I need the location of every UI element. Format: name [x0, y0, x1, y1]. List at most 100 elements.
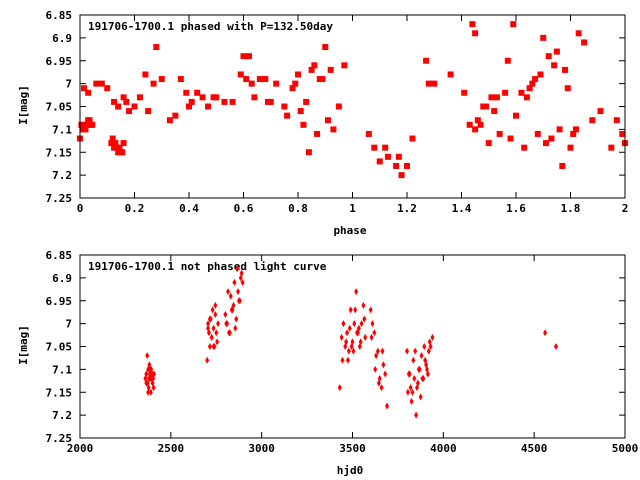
data-point	[410, 388, 415, 396]
data-point	[111, 98, 118, 105]
data-point	[311, 62, 318, 69]
x-tick-label: 1.4	[452, 202, 472, 215]
panel-2-frame	[79, 254, 626, 439]
data-point	[98, 80, 105, 87]
data-point	[324, 117, 331, 124]
data-point	[245, 53, 252, 60]
data-point	[493, 94, 500, 101]
data-point	[420, 375, 425, 383]
y-tick-label: 6.9	[52, 32, 72, 45]
data-point	[232, 278, 237, 286]
data-point	[206, 324, 211, 332]
data-point	[404, 162, 410, 169]
data-point	[488, 94, 495, 101]
data-point	[496, 130, 503, 137]
data-point	[384, 153, 391, 160]
data-point	[224, 320, 229, 328]
data-point	[146, 384, 151, 392]
x-tick-label: 2500	[158, 442, 185, 455]
y-tick-label: 7.2	[52, 409, 72, 422]
data-point	[337, 384, 342, 392]
data-point	[327, 66, 334, 73]
data-point	[83, 121, 90, 128]
data-point	[345, 329, 350, 337]
data-point	[423, 57, 430, 64]
data-point	[226, 288, 231, 296]
data-point	[229, 306, 234, 314]
data-point	[589, 117, 596, 124]
data-point	[356, 324, 361, 332]
x-tick-label: 4500	[521, 442, 548, 455]
data-point	[319, 76, 326, 83]
data-point	[619, 130, 626, 137]
data-point	[379, 384, 384, 392]
data-point	[308, 66, 315, 73]
x-tick-label: 1	[349, 202, 356, 215]
data-point	[131, 103, 138, 110]
data-point	[385, 402, 390, 410]
data-point	[504, 57, 511, 64]
data-point	[447, 71, 454, 78]
data-point	[205, 103, 212, 110]
data-point	[556, 126, 563, 133]
data-point	[112, 140, 119, 147]
data-point	[213, 301, 218, 309]
data-point	[104, 85, 111, 92]
data-point	[559, 162, 566, 169]
data-point	[355, 329, 360, 337]
data-point	[153, 44, 160, 51]
data-point	[409, 135, 416, 142]
data-point	[183, 89, 190, 96]
data-point	[422, 343, 427, 350]
data-point	[150, 80, 157, 87]
data-point	[240, 278, 245, 286]
panel-1-xlabel: phase	[333, 224, 366, 237]
data-point	[532, 76, 539, 83]
data-point	[425, 370, 430, 378]
y-tick-label: 7.1	[52, 363, 72, 376]
y-tick-label: 6.9	[52, 272, 72, 285]
data-point	[373, 365, 378, 373]
data-point	[418, 393, 423, 401]
data-point	[93, 80, 100, 87]
data-point	[145, 108, 152, 115]
data-point	[109, 135, 116, 142]
panel-2-points	[143, 265, 558, 419]
data-point	[205, 356, 210, 364]
data-point	[147, 365, 152, 373]
data-point	[513, 112, 519, 119]
data-point	[426, 347, 431, 355]
data-point	[303, 98, 310, 105]
data-point	[240, 53, 247, 60]
data-point	[119, 149, 126, 156]
data-point	[158, 76, 165, 83]
data-point	[395, 153, 402, 160]
data-point	[405, 388, 410, 396]
y-tick-label: 7.1	[52, 123, 72, 136]
data-point	[380, 347, 385, 355]
x-tick-label: 2000	[67, 442, 94, 455]
x-tick-label: 0.6	[234, 202, 254, 215]
data-point	[375, 347, 380, 355]
data-point	[149, 375, 154, 383]
data-point	[353, 306, 358, 314]
unphased-light-curve-panel: 191706-1700.1 not phased light curve hjd…	[17, 249, 638, 477]
panel-2-title: 191706-1700.1 not phased light curve	[88, 260, 327, 273]
data-point	[414, 411, 419, 419]
y-tick-label: 7.25	[46, 192, 73, 205]
data-point	[369, 333, 374, 341]
data-point	[235, 265, 240, 273]
data-point	[322, 44, 329, 51]
data-point	[199, 94, 206, 101]
data-point	[382, 144, 389, 151]
data-point	[502, 89, 509, 96]
data-point	[144, 370, 149, 378]
data-point	[116, 144, 123, 151]
x-tick-label: 0.4	[179, 202, 199, 215]
data-point	[188, 98, 195, 105]
data-point	[227, 329, 232, 337]
data-point	[551, 62, 558, 69]
data-point	[243, 76, 250, 83]
data-point	[425, 80, 432, 87]
data-point	[238, 274, 243, 282]
